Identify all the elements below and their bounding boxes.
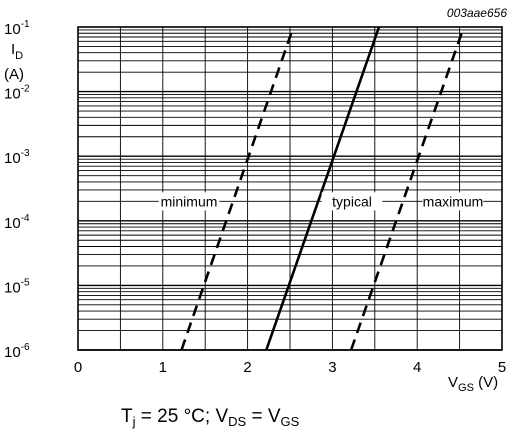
x-axis-label-main: V — [448, 374, 458, 391]
series-label-typical: typical — [332, 193, 372, 209]
y-tick-label: 10-6 — [4, 342, 30, 361]
y-tick-label: 10-3 — [4, 148, 30, 167]
cond-eq: = V — [246, 406, 281, 427]
plot-frame — [77, 26, 503, 351]
y-axis-unit: (A) — [4, 66, 24, 83]
y-tick-labels: 10-1 10-2 10-3 10-4 10-5 10-6 — [4, 19, 30, 361]
series-minimum — [180, 26, 295, 351]
label-bg-maximum — [422, 192, 484, 211]
y-tick-label: 10-2 — [4, 84, 30, 103]
x-tick-label: 3 — [328, 359, 336, 376]
figure-code: 003aae656 — [447, 6, 507, 20]
series-label-minimum: minimum — [161, 193, 218, 209]
label-bg-typical — [321, 192, 383, 211]
series-label-maximum: maximum — [423, 193, 484, 209]
curves — [180, 26, 466, 351]
y-axis-label-sub: D — [15, 50, 23, 62]
cond-t-text: = 25 °C; V — [135, 406, 229, 427]
test-condition: Tj = 25 °C; VDS = VGS — [121, 406, 299, 429]
cond-t-sub: j — [132, 414, 136, 429]
x-axis-label-unit: (V) — [474, 374, 498, 391]
x-axis-label-sub: GS — [458, 382, 474, 394]
x-tick-labels: 0 1 2 3 4 5 — [74, 359, 506, 376]
x-axis-label: VGS (V) — [448, 374, 498, 394]
x-tick-label: 0 — [74, 359, 82, 376]
cond-vgs-sub: GS — [280, 414, 300, 429]
x-tick-label: 2 — [243, 359, 251, 376]
y-axis-label-main: I — [11, 41, 15, 58]
cond-vds-sub: DS — [228, 414, 247, 429]
x-tick-label: 4 — [413, 359, 421, 376]
curve-labels: minimum typical maximum — [158, 192, 484, 211]
series-typical — [265, 26, 381, 351]
x-tick-label: 1 — [159, 359, 167, 376]
chart-grid — [77, 27, 503, 351]
y-tick-label: 10-5 — [4, 277, 30, 296]
y-tick-label: 10-4 — [4, 213, 30, 232]
y-axis-label: ID — [11, 41, 23, 62]
label-bg-minimum — [158, 192, 220, 211]
y-tick-label: 10-1 — [4, 19, 30, 38]
x-tick-label: 5 — [498, 359, 506, 376]
cond-t: T — [121, 406, 133, 427]
series-maximum — [349, 26, 466, 351]
